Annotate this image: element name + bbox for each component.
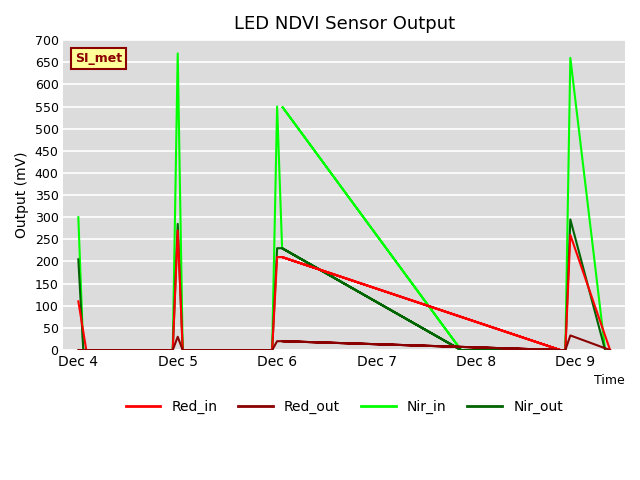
- Title: LED NDVI Sensor Output: LED NDVI Sensor Output: [234, 15, 455, 33]
- Y-axis label: Output (mV): Output (mV): [15, 152, 29, 239]
- X-axis label: Time: Time: [595, 374, 625, 387]
- Legend: Red_in, Red_out, Nir_in, Nir_out: Red_in, Red_out, Nir_in, Nir_out: [120, 394, 568, 420]
- Text: SI_met: SI_met: [75, 52, 122, 65]
